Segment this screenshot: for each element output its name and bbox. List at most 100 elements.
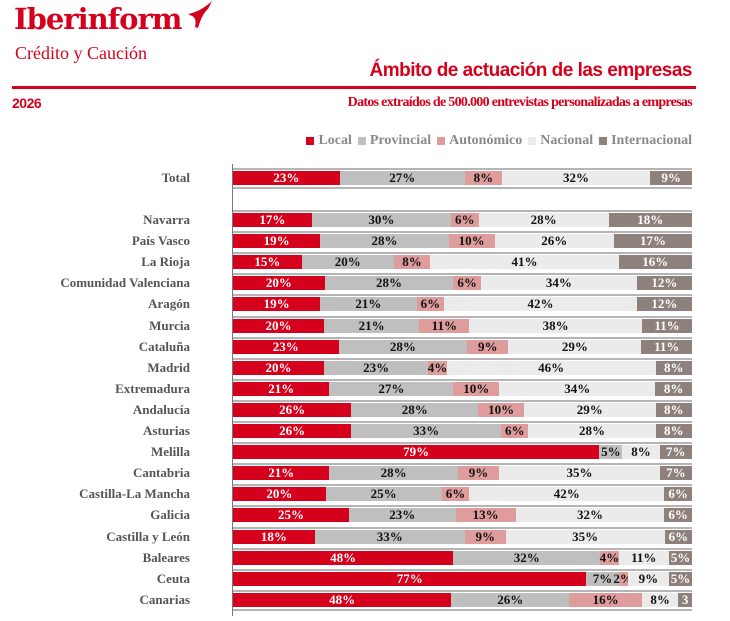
bar-row: 26% 33% 6% 28% 8% xyxy=(233,423,692,438)
category-label: Canarias xyxy=(139,591,190,607)
bar-segment-provincial: 27% xyxy=(339,170,465,185)
bar-segment-nacional: 34% xyxy=(499,381,656,396)
bar-segment-internacional: 16% xyxy=(618,254,692,270)
bar-segment-provincial: 28% xyxy=(329,465,458,481)
bar-row: 19% 21% 6% 42% 12% xyxy=(233,296,692,312)
bar-segment-autonómico: 6% xyxy=(450,212,479,227)
bar-segment-internacional: 17% xyxy=(613,233,692,249)
bar-segment-nacional: 9% xyxy=(627,571,670,586)
bar-segment-internacional: 8% xyxy=(655,423,692,438)
logo-flourish-icon xyxy=(188,1,212,28)
legend-label: Internacional xyxy=(611,133,692,148)
bar-segment-provincial: 28% xyxy=(338,339,468,354)
row-separator xyxy=(233,526,692,529)
row-separator xyxy=(233,463,692,466)
bar-segment-provincial: 25% xyxy=(325,486,442,502)
bar-segment-nacional: 42% xyxy=(469,486,665,502)
legend: Local Provincial Autonómico Nacional Interna… xyxy=(306,133,692,149)
legend-item: Autonómico xyxy=(437,133,522,149)
bar-segment-nacional: 32% xyxy=(501,170,651,185)
bar-segment-internacional: 6% xyxy=(664,507,692,523)
bar-segment-provincial: 33% xyxy=(351,423,502,438)
bar-segment-internacional: 5% xyxy=(669,570,692,586)
bar-segment-internacional: 7% xyxy=(659,465,692,481)
bar-segment-local: 17% xyxy=(233,212,312,227)
bar-segment-local: 20% xyxy=(233,318,324,333)
bar-segment-autonómico: 10% xyxy=(448,233,495,249)
bar-segment-nacional: 29% xyxy=(508,339,642,354)
category-label: Melilla xyxy=(151,444,190,460)
bar-segment-internacional: 8% xyxy=(655,381,692,396)
bar-segment-local: 15% xyxy=(233,254,302,270)
category-label: Comunidad Valenciana xyxy=(60,275,190,291)
row-separator xyxy=(233,336,692,339)
bar-row: 20% 23% 4% 46% 8% xyxy=(233,359,692,375)
legend-item: Provincial xyxy=(357,133,432,149)
category-label: Baleares xyxy=(142,549,190,565)
bar-segment-nacional: 38% xyxy=(469,318,642,333)
row-separator xyxy=(233,442,692,445)
legend-swatch xyxy=(357,137,366,145)
row-separator xyxy=(233,547,692,550)
legend-swatch xyxy=(599,137,608,145)
year: 2026 xyxy=(12,95,42,111)
chart-subtitle: Datos extraídos de 500.000 entrevistas p… xyxy=(347,95,693,110)
bar-segment-internacional: 7% xyxy=(659,444,692,460)
bar-segment-local: 25% xyxy=(233,507,349,523)
bar-segment-local: 48% xyxy=(233,550,454,565)
bar-row: 20% 21% 11% 38% 11% xyxy=(233,318,692,333)
bar-segment-provincial: 28% xyxy=(324,275,454,291)
bar-segment-nacional: 35% xyxy=(499,465,660,481)
bar-segment-nacional: 42% xyxy=(444,296,637,312)
bar-segment-local: 18% xyxy=(233,529,315,544)
bar-row: 48% 32% 4% 11% 5% xyxy=(233,549,692,565)
category-label: Cantabria xyxy=(132,465,190,481)
bar-segment-nacional: 32% xyxy=(515,507,665,523)
bar-segment-provincial: 7% xyxy=(586,571,619,586)
legend-item: Nacional xyxy=(528,133,593,149)
bar-segment-autonómico: 4% xyxy=(427,359,448,375)
bar-segment-provincial: 33% xyxy=(314,529,465,544)
legend-label: Autonómico xyxy=(449,133,523,148)
bar-segment-local: 20% xyxy=(233,360,324,375)
bar-segment-internacional: 5% xyxy=(669,549,692,565)
bar-segment-internacional: 12% xyxy=(636,296,692,312)
bar-segment-provincial: 23% xyxy=(348,507,456,523)
bar-segment-nacional: 34% xyxy=(480,275,637,291)
bar-segment-local: 26% xyxy=(233,402,352,417)
row-separator xyxy=(233,505,692,508)
row-separator xyxy=(233,273,692,276)
bar-segment-autonómico: 8% xyxy=(393,254,431,270)
category-label: Cataluña xyxy=(138,338,190,354)
bar-segment-local: 20% xyxy=(233,275,325,291)
bar-segment-autonómico: 6% xyxy=(416,296,445,312)
bar-segment-local: 26% xyxy=(233,423,352,438)
bar-segment-nacional: 8% xyxy=(641,592,679,607)
bar-row: 20% 25% 6% 42% 6% xyxy=(233,486,692,502)
legend-item: Internacional xyxy=(599,133,692,149)
bar-segment-provincial: 20% xyxy=(301,254,394,270)
bar-segment-local: 77% xyxy=(233,571,587,586)
bar-row: 25% 23% 13% 32% 6% xyxy=(233,507,692,523)
category-label: Andalucía xyxy=(132,401,190,417)
bar-segment-autonómico: 4% xyxy=(599,549,620,565)
legend-swatch xyxy=(306,137,315,145)
row-separator xyxy=(233,210,692,212)
bar-segment-provincial: 28% xyxy=(351,402,479,417)
bar-segment-provincial: 5% xyxy=(599,444,623,460)
row-separator xyxy=(233,608,692,611)
bar-row: 20% 28% 6% 34% 12% xyxy=(233,275,692,291)
legend-label: Nacional xyxy=(540,133,594,148)
bar-segment-autonómico: 10% xyxy=(453,381,500,396)
bar-segment-provincial: 28% xyxy=(320,233,449,249)
bar-segment-autonómico: 11% xyxy=(419,318,470,333)
row-separator xyxy=(233,421,692,423)
bar-segment-local: 19% xyxy=(233,296,321,312)
bar-segment-internacional: 18% xyxy=(608,212,692,227)
bar-segment-internacional: 8% xyxy=(655,360,692,375)
bar-segment-nacional: 28% xyxy=(478,212,609,227)
bar-row: 17% 30% 6% 28% 18% xyxy=(233,212,692,227)
bar-segment-provincial: 23% xyxy=(323,360,429,375)
bar-row: 79% 5% 8% 7% xyxy=(233,444,692,460)
legend-label: Provincial xyxy=(369,133,432,148)
